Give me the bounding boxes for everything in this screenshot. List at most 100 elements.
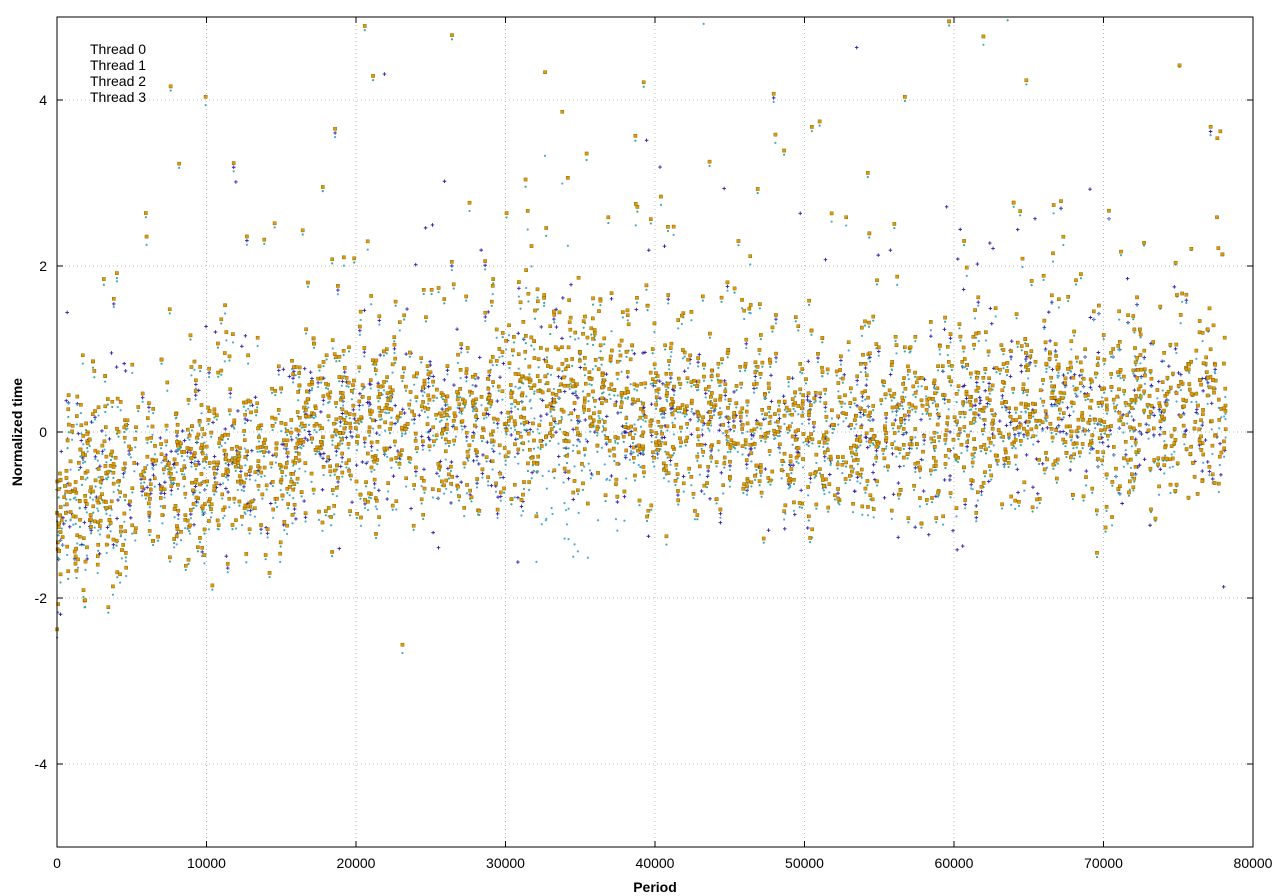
data-point bbox=[247, 407, 250, 410]
data-point bbox=[1184, 298, 1189, 303]
data-point bbox=[607, 439, 612, 443]
data-point bbox=[338, 464, 343, 469]
data-point bbox=[1003, 465, 1006, 469]
data-point bbox=[265, 488, 268, 491]
data-point bbox=[871, 418, 875, 422]
data-point bbox=[78, 543, 81, 547]
data-point bbox=[1057, 306, 1060, 309]
data-point bbox=[773, 421, 777, 424]
data-point bbox=[487, 373, 492, 378]
data-point bbox=[184, 527, 187, 530]
data-point bbox=[1061, 411, 1066, 415]
data-point bbox=[1162, 408, 1166, 413]
data-point bbox=[263, 242, 266, 245]
data-point bbox=[907, 378, 910, 381]
data-point bbox=[397, 462, 402, 466]
data-point bbox=[91, 366, 95, 369]
data-point bbox=[1148, 466, 1153, 471]
data-point bbox=[632, 456, 636, 460]
data-point bbox=[542, 304, 546, 307]
data-point bbox=[666, 297, 671, 302]
data-point bbox=[761, 536, 766, 541]
data-point bbox=[886, 469, 890, 472]
data-point bbox=[642, 85, 645, 88]
data-point bbox=[474, 419, 478, 422]
data-point bbox=[1019, 214, 1022, 217]
data-point bbox=[478, 513, 481, 517]
data-point bbox=[600, 363, 603, 366]
data-point bbox=[466, 454, 470, 459]
data-point bbox=[1100, 440, 1105, 445]
data-point bbox=[895, 414, 898, 417]
data-point bbox=[1058, 390, 1063, 395]
data-point bbox=[994, 315, 997, 318]
data-point bbox=[1143, 393, 1146, 396]
data-point bbox=[303, 400, 308, 405]
data-point bbox=[621, 434, 626, 439]
data-point bbox=[1119, 377, 1122, 380]
data-point bbox=[1005, 409, 1008, 412]
data-point bbox=[517, 387, 520, 390]
data-point bbox=[1223, 415, 1226, 418]
data-point bbox=[771, 96, 776, 100]
data-point bbox=[279, 488, 282, 492]
data-point bbox=[516, 447, 521, 452]
data-point bbox=[1172, 285, 1177, 289]
data-point bbox=[207, 422, 210, 426]
data-point bbox=[826, 505, 831, 510]
data-point bbox=[245, 418, 250, 423]
data-point bbox=[341, 475, 344, 478]
data-point bbox=[1130, 415, 1133, 418]
data-point bbox=[1127, 494, 1131, 497]
data-point bbox=[613, 394, 616, 397]
data-point bbox=[723, 382, 728, 387]
data-point bbox=[159, 491, 163, 496]
data-point bbox=[1055, 476, 1059, 481]
data-point bbox=[560, 362, 565, 366]
data-point bbox=[136, 405, 141, 409]
data-point bbox=[321, 360, 326, 364]
data-point bbox=[1062, 416, 1065, 419]
data-point bbox=[1220, 416, 1223, 419]
data-point bbox=[583, 366, 587, 371]
data-point bbox=[764, 417, 768, 420]
data-point bbox=[197, 501, 200, 504]
data-point bbox=[212, 488, 217, 493]
data-point bbox=[960, 544, 965, 548]
data-point bbox=[667, 368, 671, 371]
data-point bbox=[639, 382, 644, 386]
data-point bbox=[988, 445, 991, 449]
data-point bbox=[779, 468, 784, 472]
data-point bbox=[705, 486, 709, 489]
data-point bbox=[538, 432, 541, 435]
data-point bbox=[210, 511, 213, 514]
data-point bbox=[1029, 279, 1034, 283]
data-point bbox=[224, 486, 228, 491]
data-point bbox=[203, 532, 206, 535]
data-point bbox=[245, 477, 248, 480]
data-point bbox=[562, 447, 565, 450]
data-point bbox=[1103, 525, 1108, 530]
data-point bbox=[223, 303, 227, 308]
data-point bbox=[96, 467, 101, 471]
data-point bbox=[1110, 376, 1113, 379]
data-point bbox=[763, 467, 768, 471]
data-point bbox=[769, 399, 774, 404]
data-point bbox=[1002, 367, 1005, 370]
data-point bbox=[377, 318, 382, 323]
data-point bbox=[734, 384, 739, 388]
data-point bbox=[1209, 401, 1214, 406]
data-point bbox=[543, 301, 546, 305]
data-point bbox=[798, 506, 801, 509]
data-point bbox=[581, 390, 585, 393]
data-point bbox=[402, 371, 405, 374]
data-point bbox=[686, 366, 690, 370]
data-point bbox=[947, 360, 951, 364]
data-point bbox=[405, 307, 409, 311]
data-point bbox=[580, 469, 584, 472]
data-point bbox=[445, 427, 449, 431]
data-point bbox=[404, 432, 407, 436]
data-point bbox=[144, 211, 148, 215]
data-point bbox=[404, 389, 408, 392]
data-point bbox=[1044, 349, 1047, 352]
